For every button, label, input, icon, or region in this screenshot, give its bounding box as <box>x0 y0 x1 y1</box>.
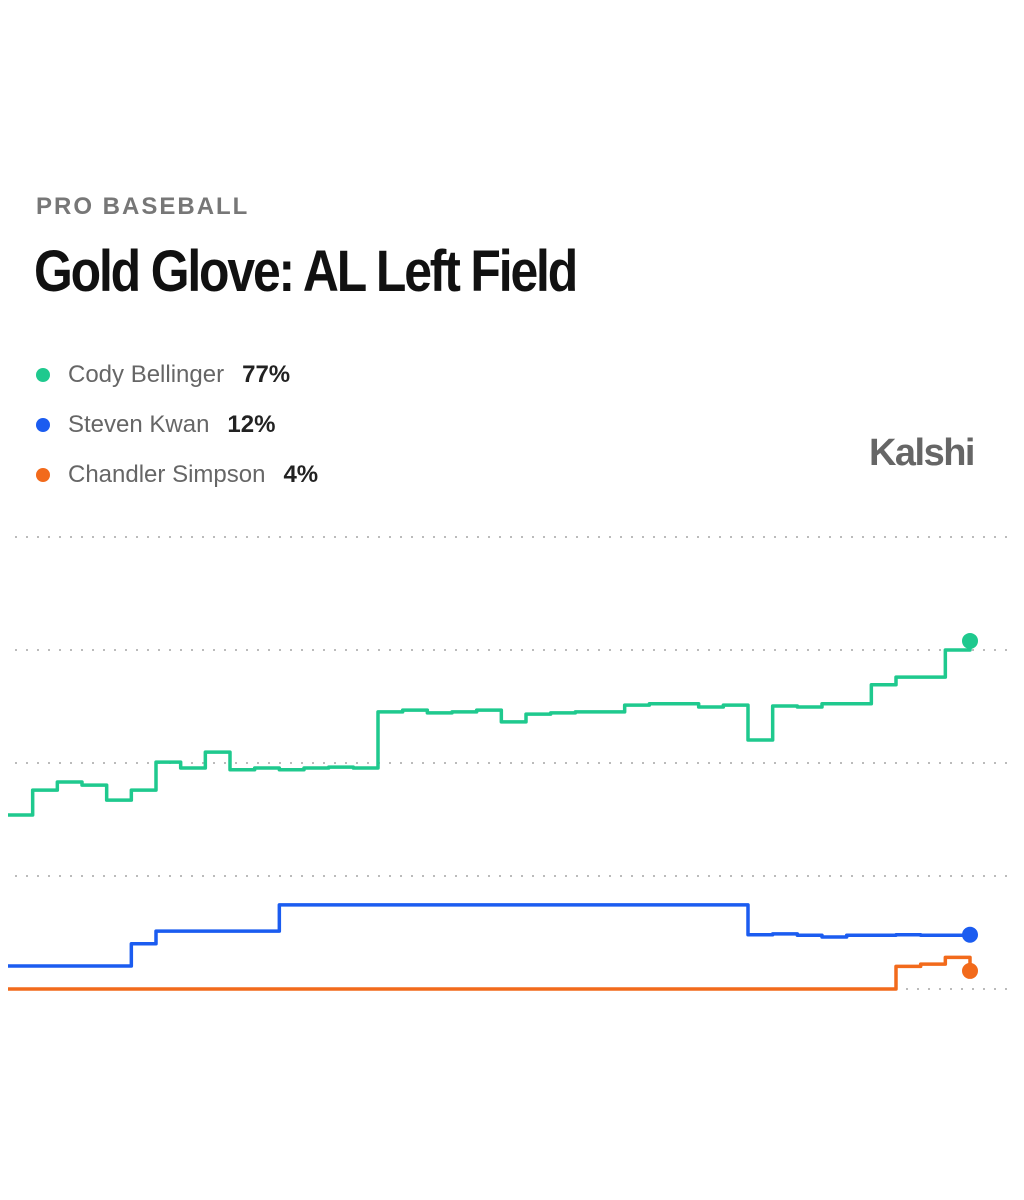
end-dot <box>962 632 978 649</box>
legend-item: Cody Bellinger 77% <box>36 350 318 400</box>
end-dot <box>962 962 978 979</box>
legend: Cody Bellinger 77% Steven Kwan 12% Chandler … <box>36 350 318 500</box>
series-line <box>8 903 972 968</box>
legend-value: 77% <box>242 361 291 388</box>
chart-title: Gold Glove: AL Left Field <box>34 239 578 304</box>
legend-label: Cody Bellinger <box>68 361 225 388</box>
legend-label: Steven Kwan <box>68 411 210 438</box>
legend-label: Chandler Simpson <box>68 461 266 488</box>
legend-value: 12% <box>227 411 276 438</box>
legend-dot <box>36 418 50 432</box>
series-line <box>8 640 972 817</box>
brand-logo: Kalshi <box>868 432 976 474</box>
legend-value: 4% <box>283 461 319 488</box>
legend-dot <box>36 468 50 482</box>
end-dot <box>962 926 978 943</box>
series-line <box>8 955 972 991</box>
category: PRO BASEBALL <box>36 193 250 220</box>
legend-dot <box>36 368 50 382</box>
legend-item: Steven Kwan 12% <box>36 400 318 450</box>
legend-item: Chandler Simpson 4% <box>36 450 318 500</box>
